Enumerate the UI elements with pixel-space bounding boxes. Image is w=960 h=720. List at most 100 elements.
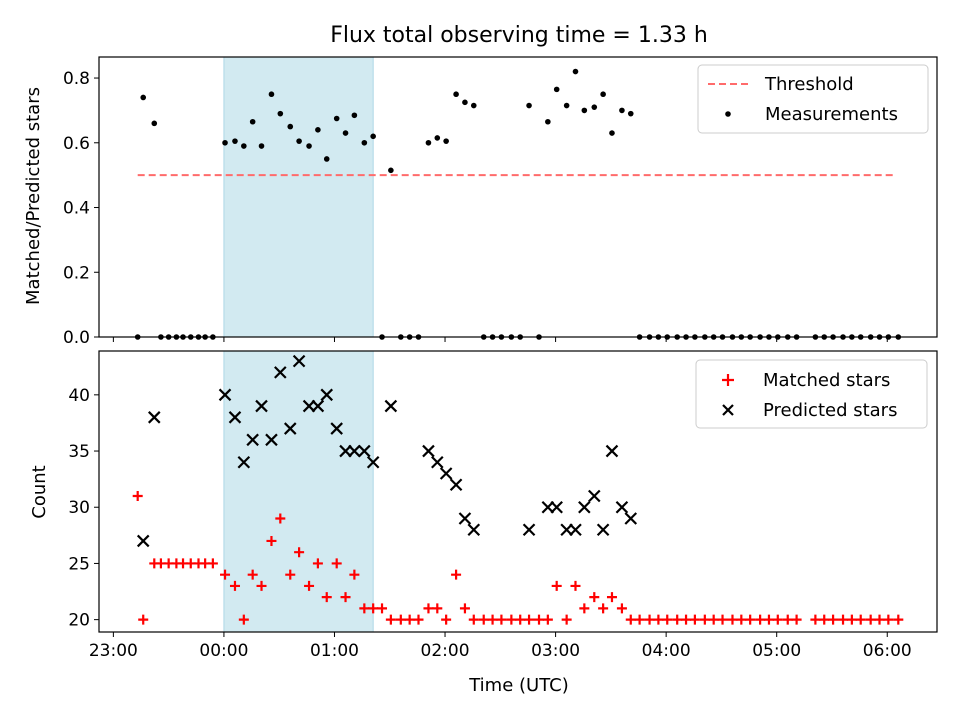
- measurement-point: [241, 143, 247, 149]
- matched-stars-point: [459, 603, 470, 614]
- matched-stars-point: [312, 558, 323, 569]
- predicted-stars-point: [330, 422, 343, 435]
- matched-stars-point: [745, 614, 756, 625]
- x-tick-label: 00:00: [199, 641, 248, 661]
- measurement-point: [388, 167, 394, 174]
- predicted-stars-point: [596, 523, 610, 536]
- predicted-stars-point: [218, 388, 232, 402]
- matched-stars-point: [385, 614, 396, 625]
- measurement-point: [591, 104, 598, 110]
- matched-stars-point: [717, 614, 728, 625]
- matched-stars-point: [855, 614, 866, 625]
- matched-stars-point: [644, 614, 655, 625]
- matched-stars-point: [883, 614, 894, 625]
- predicted-stars-point: [578, 500, 591, 514]
- matched-stars-point: [451, 569, 462, 580]
- matched-stars-point: [846, 614, 857, 625]
- measurement-point: [249, 118, 256, 125]
- bottom-y-tick-label: 40: [68, 386, 90, 406]
- x-tick-label: 23:00: [89, 641, 138, 661]
- predicted-stars-point: [439, 467, 453, 480]
- measurement-point: [526, 102, 532, 109]
- matched-stars-point: [524, 614, 535, 625]
- measurement-point: [287, 123, 294, 130]
- matched-stars-point: [534, 614, 545, 625]
- matched-stars-point: [634, 614, 645, 625]
- top-y-tick-label: 0.2: [63, 263, 90, 283]
- matched-stars-point: [708, 614, 719, 625]
- matched-stars-point: [727, 614, 738, 625]
- predicted-stars-point: [255, 399, 268, 413]
- predicted-stars-point: [147, 411, 161, 424]
- matched-stars-point: [736, 614, 747, 625]
- predicted-stars-point: [274, 366, 287, 379]
- matched-stars-point: [616, 603, 627, 614]
- predicted-stars-point: [265, 433, 278, 447]
- matched-stars-point: [763, 614, 774, 625]
- predicted-stars-point: [458, 512, 472, 525]
- bottom-legend-box: [695, 359, 928, 429]
- matched-stars-point: [404, 614, 415, 625]
- matched-stars-point: [625, 614, 636, 625]
- measurement-point: [323, 156, 330, 162]
- x-tick-label: 06:00: [863, 641, 912, 661]
- matched-stars-point: [699, 614, 710, 625]
- bottom-legend: Matched stars Predicted stars: [695, 359, 928, 429]
- matched-stars-point: [238, 614, 249, 625]
- measurement-point: [470, 102, 477, 109]
- predicted-stars-point: [292, 354, 306, 368]
- top-shaded-span: [223, 56, 374, 338]
- predicted-stars-point: [311, 399, 325, 413]
- predicted-stars-point: [624, 512, 638, 525]
- matched-stars-point: [570, 580, 581, 591]
- matched-stars-point: [304, 580, 315, 591]
- x-axis-label: Time (UTC): [468, 675, 569, 696]
- matched-stars-point: [138, 614, 149, 625]
- measurement-point: [553, 86, 560, 93]
- matched-stars-point: [598, 603, 609, 614]
- matched-stars-point: [478, 614, 489, 625]
- matched-stars-point: [681, 614, 692, 625]
- bottom-panel: 20 25 30 35 40 23:00 00:00 01:00 02:00 03:00 04:00…: [68, 350, 938, 661]
- matched-stars-point: [515, 614, 526, 625]
- matched-stars-point: [589, 592, 600, 603]
- bottom-y-tick-label: 30: [68, 498, 90, 518]
- legend-predicted-label: Predicted stars: [763, 400, 897, 421]
- measurement-point: [581, 107, 588, 114]
- matched-stars-point: [810, 614, 821, 625]
- top-y-tick-label: 0.6: [63, 134, 90, 154]
- matched-stars-point: [285, 569, 296, 580]
- x-tick-label: 05:00: [752, 641, 801, 661]
- predicted-stars-point: [283, 422, 297, 435]
- predicted-stars-point: [605, 444, 619, 458]
- matched-stars-point: [791, 614, 802, 625]
- top-y-tick-label: 0.0: [63, 328, 90, 348]
- matched-stars-point: [506, 614, 517, 625]
- measurement-point: [370, 133, 376, 140]
- measurement-point: [222, 139, 228, 146]
- matched-stars-point: [772, 614, 783, 625]
- measurement-point: [277, 110, 284, 117]
- measurement-point: [268, 91, 275, 98]
- matched-stars-point: [496, 614, 507, 625]
- matched-stars-point: [229, 580, 240, 591]
- x-tick-label: 01:00: [310, 641, 359, 661]
- matched-stars-point: [551, 580, 562, 591]
- measurement-point: [296, 138, 302, 144]
- matched-stars-point: [321, 592, 332, 603]
- predicted-stars-point: [237, 455, 251, 469]
- top-panel: 0.0 0.2 0.4 0.6 0.8: [63, 56, 938, 348]
- matched-stars-point: [468, 614, 479, 625]
- chart-title: Flux total observing time = 1.33 h: [330, 23, 708, 48]
- predicted-stars-point: [228, 411, 242, 424]
- matched-stars-point: [828, 614, 839, 625]
- predicted-stars-point: [467, 523, 481, 536]
- measurement-point: [572, 68, 579, 75]
- measurement-point: [600, 91, 606, 98]
- matched-stars-point: [672, 614, 683, 625]
- matched-stars-point: [561, 614, 572, 625]
- matched-stars-point: [294, 547, 305, 558]
- matched-stars-point: [441, 614, 452, 625]
- predicted-stars-point: [246, 433, 259, 447]
- matched-stars-point: [377, 603, 388, 614]
